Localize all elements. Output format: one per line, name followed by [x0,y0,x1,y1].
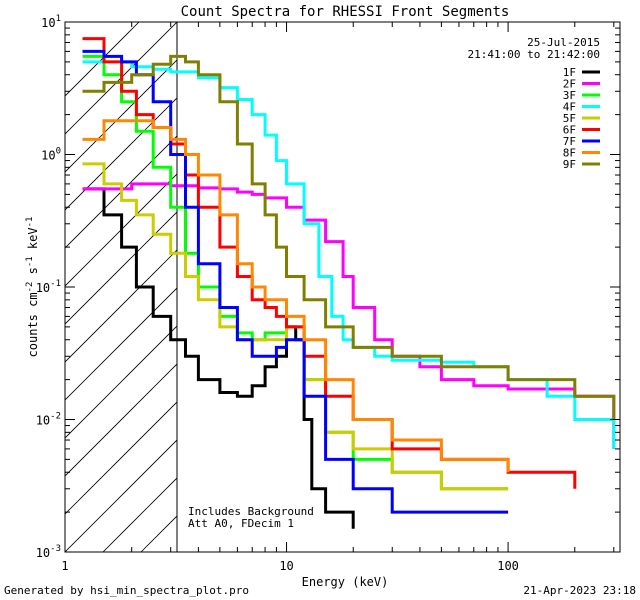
x-tick-labels: 1 10 100 [61,559,519,573]
legend-label: 9F [563,158,576,171]
series-line-7f [82,49,509,514]
hatch-line [65,363,177,477]
footer-generated-by: Generated by hsi_min_spectra_plot.pro [4,584,249,597]
legend-label: 6F [563,124,576,137]
series-line-8f [82,119,510,473]
legend-label: 4F [563,101,576,114]
y-tick-label: 101 [41,14,61,30]
hatch-line [293,22,640,552]
chart-title: Count Spectra for RHESSI Front Segments [181,4,510,20]
legend-label: 7F [563,135,576,148]
x-axis-label: Energy (keV) [302,575,389,589]
hatch-line [331,22,640,552]
hatch-line [65,97,177,211]
series-line-6f [82,37,577,489]
y-tick-label: 10-2 [36,412,61,428]
annotation-attenuator: Att A0, FDecim 1 [188,517,294,530]
x-tick-label: 10 [279,559,293,573]
legend-label: 1F [563,66,576,79]
footer-timestamp: 21-Apr-2023 23:18 [523,584,636,597]
legend-label: 5F [563,112,576,125]
hatch-line [65,22,177,135]
series-line-4f [82,60,616,449]
legend-label: 2F [563,78,576,91]
time-range-label: 21:41:00 to 21:42:00 [468,48,600,61]
legend-label: 8F [563,147,576,160]
series-line-1f [82,187,355,529]
hatch-line [65,211,177,325]
hatch-line [65,401,177,515]
annotation-background: Includes Background [188,505,314,518]
series-line-9f [82,54,616,420]
x-tick-label: 100 [497,559,519,573]
legend-label: 3F [563,89,576,102]
hatch-line [65,439,177,552]
y-tick-label: 10-1 [36,279,61,295]
series-line-2f [82,182,616,449]
axis-ticks [64,21,620,553]
hatch-line [65,59,177,173]
y-tick-label: 100 [41,147,61,163]
series-line-5f [82,162,509,491]
date-label: 25-Jul-2015 [527,36,600,49]
y-tick-labels: 10-3 10-2 10-1 100 101 [36,14,61,560]
y-axis-label: counts cm-2 s-1 keV-1 [25,217,40,358]
y-tick-label: 10-3 [36,544,61,560]
series-lines [82,37,616,529]
x-tick-label: 1 [61,559,68,573]
